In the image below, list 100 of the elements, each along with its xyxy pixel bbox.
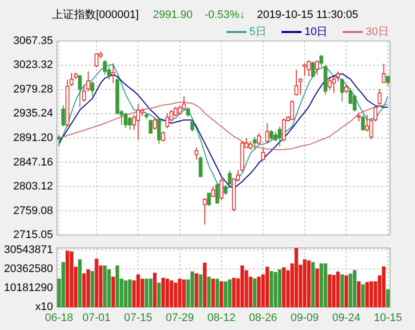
bar [78, 259, 82, 308]
bar [265, 266, 270, 308]
candlestick [207, 192, 211, 206]
legend-label: 30日 [366, 26, 389, 38]
candlestick [61, 104, 66, 127]
candlestick [311, 61, 315, 78]
candlestick [198, 156, 203, 178]
bar [128, 279, 132, 308]
candlestick [152, 116, 157, 130]
bar [315, 268, 319, 308]
candlestick [182, 96, 186, 110]
bar [194, 273, 198, 308]
candlestick [252, 136, 257, 150]
bar [361, 284, 365, 308]
candlestick [224, 184, 228, 196]
bar [344, 275, 348, 308]
bar [140, 278, 144, 308]
candlestick [261, 148, 265, 162]
y-tick-label: 2979.28 [13, 83, 53, 96]
x-tick-label: 09-24 [332, 312, 360, 324]
candlestick [94, 52, 98, 68]
bar [232, 278, 236, 308]
candlestick [78, 74, 82, 108]
legend-label: 10日 [304, 26, 328, 38]
bar [324, 263, 328, 308]
bar [224, 281, 228, 308]
text: 2991.90 [152, 9, 193, 21]
x-tick-label: 06-18 [45, 312, 74, 324]
text: -0.53%↓ [204, 9, 245, 21]
bar [348, 274, 352, 308]
y-tick-label: 2803.12 [13, 180, 53, 193]
bar [294, 248, 298, 308]
candlestick [361, 114, 365, 131]
candlestick [86, 71, 90, 92]
bar [320, 263, 324, 308]
candlestick [269, 129, 274, 140]
bar [278, 269, 282, 308]
candlestick [265, 122, 270, 144]
candlestick [340, 78, 344, 102]
bar [215, 278, 220, 308]
candlestick [136, 104, 140, 140]
candlestick [82, 85, 86, 102]
x-tick-label: 08-12 [207, 312, 236, 324]
bar [302, 259, 306, 308]
line-series [58, 101, 388, 150]
bar [170, 280, 174, 308]
candlestick [215, 182, 220, 204]
bar [211, 278, 215, 308]
candlestick [174, 106, 178, 118]
bar [328, 274, 332, 308]
bar [336, 272, 340, 308]
bar [82, 273, 86, 308]
candlestick [148, 118, 153, 134]
bar [86, 269, 90, 308]
bar [274, 272, 278, 308]
bar [228, 279, 232, 308]
bar [107, 269, 111, 308]
bar [369, 281, 374, 308]
bar [307, 260, 311, 308]
candlestick [161, 131, 166, 142]
bar [66, 250, 70, 308]
y-tick-label: 2759.08 [13, 204, 53, 217]
candlestick [111, 62, 116, 84]
candlestick [186, 106, 190, 118]
candlestick [294, 69, 298, 96]
candlestick [332, 76, 336, 94]
y-tick-label: 20362580 [4, 262, 53, 275]
bar [257, 276, 261, 308]
y-tick-label: 2935.24 [13, 108, 53, 120]
bar [270, 271, 274, 308]
bar [182, 279, 186, 308]
y-tick-label: 10181290 [4, 282, 53, 294]
bar [220, 281, 224, 308]
text: 2019-10-15 11:30:05 [256, 9, 358, 21]
candlestick [382, 63, 386, 84]
candlestick [228, 170, 232, 186]
bar [124, 280, 128, 308]
bar [202, 262, 207, 308]
bar [332, 274, 336, 308]
bar [178, 278, 182, 308]
candlestick [124, 112, 128, 129]
candlestick [378, 88, 382, 106]
bar [311, 262, 315, 308]
x-tick-label: 07-29 [166, 312, 194, 324]
candlestick [282, 118, 286, 142]
bar [190, 271, 194, 308]
y-tick-label: 3067.35 [13, 35, 53, 47]
bar [282, 267, 286, 308]
candlestick [202, 198, 207, 226]
bar [90, 271, 94, 308]
candlestick [190, 118, 194, 132]
bar [252, 278, 257, 308]
candlestick [220, 178, 224, 201]
bar [207, 276, 211, 308]
candlestick [157, 116, 161, 145]
bar [111, 276, 115, 308]
y-tick-label: 3023.32 [13, 59, 53, 72]
bar [116, 265, 120, 308]
candlestick [328, 76, 332, 90]
bar [174, 282, 178, 308]
